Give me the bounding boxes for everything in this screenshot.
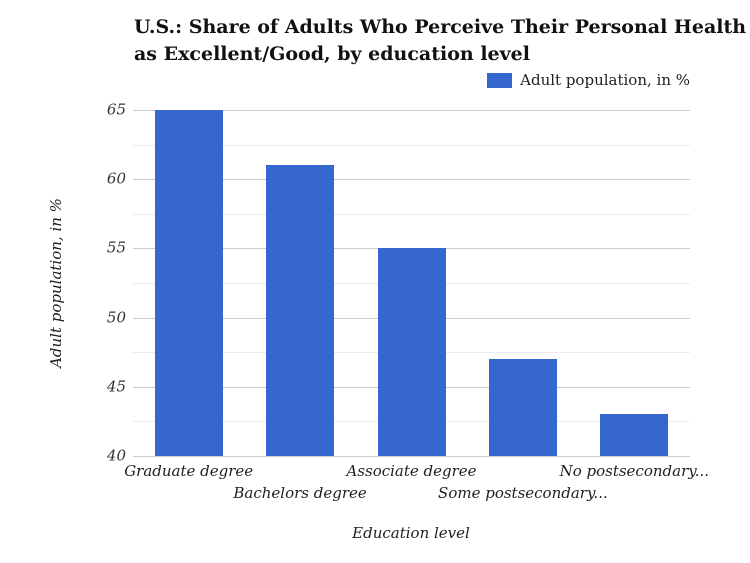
chart-title: U.S.: Share of Adults Who Perceive Their… <box>134 14 746 68</box>
x-tick-label: Bachelors degree <box>233 484 367 502</box>
x-tick-label: Some postsecondary... <box>438 484 608 502</box>
minor-gridline <box>133 213 690 215</box>
y-tick-label: 50 <box>106 308 126 327</box>
minor-gridline <box>133 144 690 146</box>
bar-some-postsecondary <box>488 359 557 456</box>
chart-title-line-2: as Excellent/Good, by education level <box>134 43 530 65</box>
y-tick-label: 65 <box>106 100 126 119</box>
legend: Adult population, in % <box>487 71 690 89</box>
major-gridline <box>133 456 690 457</box>
major-gridline <box>133 110 690 111</box>
major-gridline <box>133 179 690 181</box>
legend-swatch-icon <box>487 72 513 88</box>
x-tick-label: Graduate degree <box>124 462 254 480</box>
chart-title-line-1: U.S.: Share of Adults Who Perceive Their… <box>134 16 747 38</box>
y-tick-label: 45 <box>106 377 126 396</box>
bar-associate-degree <box>377 248 446 456</box>
bar-graduate-degree <box>154 110 223 456</box>
x-axis-title: Education level <box>352 524 470 542</box>
bar-no-postsecondary <box>600 414 669 456</box>
x-tick-label: Associate degree <box>346 462 477 480</box>
bar-bachelors-degree <box>266 165 335 456</box>
y-axis-title: Adult population, in % <box>47 198 65 368</box>
y-tick-label: 40 <box>106 446 126 465</box>
plot-area <box>133 110 690 457</box>
x-tick-label: No postsecondary... <box>559 462 710 480</box>
y-tick-label: 60 <box>106 169 126 188</box>
y-tick-label: 55 <box>106 238 126 257</box>
legend-label: Adult population, in % <box>520 71 690 89</box>
